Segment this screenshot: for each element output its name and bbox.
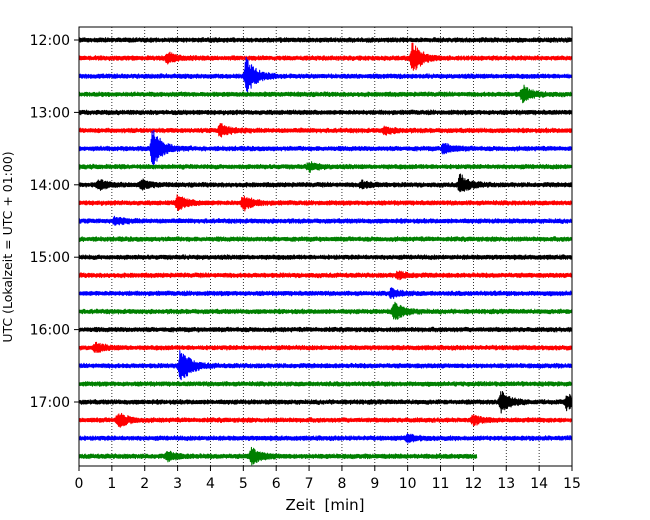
x-tick-label: 1 [107, 476, 116, 492]
x-tick-label: 4 [206, 476, 215, 492]
x-tick-label: 14 [530, 476, 548, 492]
vertical-gridlines [111, 27, 540, 466]
x-tick-label: 11 [432, 476, 450, 492]
x-tick-label: 9 [370, 476, 379, 492]
x-tick-label: 8 [337, 476, 346, 492]
x-tick-label: 2 [140, 476, 149, 492]
trace-1615 [78, 341, 573, 354]
x-axis-label: Zeit [min] [285, 496, 364, 514]
x-tick-label: 10 [399, 476, 417, 492]
y-tick-label: 15:00 [30, 250, 70, 266]
x-axis-ticks: 0 1 2 3 4 5 6 7 8 9 10 11 12 13 14 15 [75, 466, 581, 492]
y-tick-label: 12:00 [30, 33, 70, 49]
trace-1745 [78, 446, 478, 466]
y-tick-label: 16:00 [30, 323, 70, 339]
x-tick-label: 6 [272, 476, 281, 492]
x-tick-label: 3 [173, 476, 182, 492]
seismic-traces [78, 37, 573, 466]
trace-1600 [78, 326, 573, 333]
x-tick-label: 15 [563, 476, 581, 492]
trace-1630 [78, 350, 573, 381]
trace-1530 [78, 287, 573, 300]
trace-1215 [78, 42, 573, 71]
y-tick-label: 14:00 [30, 178, 70, 194]
trace-1200 [78, 37, 573, 43]
y-axis-label: UTC (Lokalzeit = UTC + 01:00) [0, 151, 15, 342]
trace-1245 [78, 84, 573, 104]
x-tick-label: 13 [497, 476, 515, 492]
trace-1700 [78, 391, 573, 414]
trace-1345 [78, 161, 573, 173]
trace-1415 [78, 194, 573, 212]
x-tick-label: 0 [75, 476, 84, 492]
trace-1400 [78, 173, 573, 193]
trace-1300 [78, 109, 573, 116]
y-tick-label: 17:00 [30, 395, 70, 411]
trace-1330 [78, 129, 573, 167]
trace-1645 [78, 380, 573, 387]
trace-1500 [78, 254, 573, 261]
plot-frame [78, 26, 573, 467]
x-tick-label: 12 [464, 476, 482, 492]
trace-1515 [78, 270, 573, 281]
trace-1730 [78, 432, 573, 444]
trace-1430 [78, 215, 573, 226]
trace-1315 [78, 123, 573, 138]
trace-1715 [78, 412, 573, 428]
trace-1445 [78, 236, 573, 243]
x-tick-label: 5 [239, 476, 248, 492]
y-tick-label: 13:00 [30, 105, 70, 121]
trace-1545 [78, 301, 573, 320]
y-axis-ticks: 12:00 13:00 14:00 15:00 16:00 17:00 [30, 33, 79, 411]
trace-1230 [78, 56, 573, 96]
x-tick-label: 7 [305, 476, 314, 492]
